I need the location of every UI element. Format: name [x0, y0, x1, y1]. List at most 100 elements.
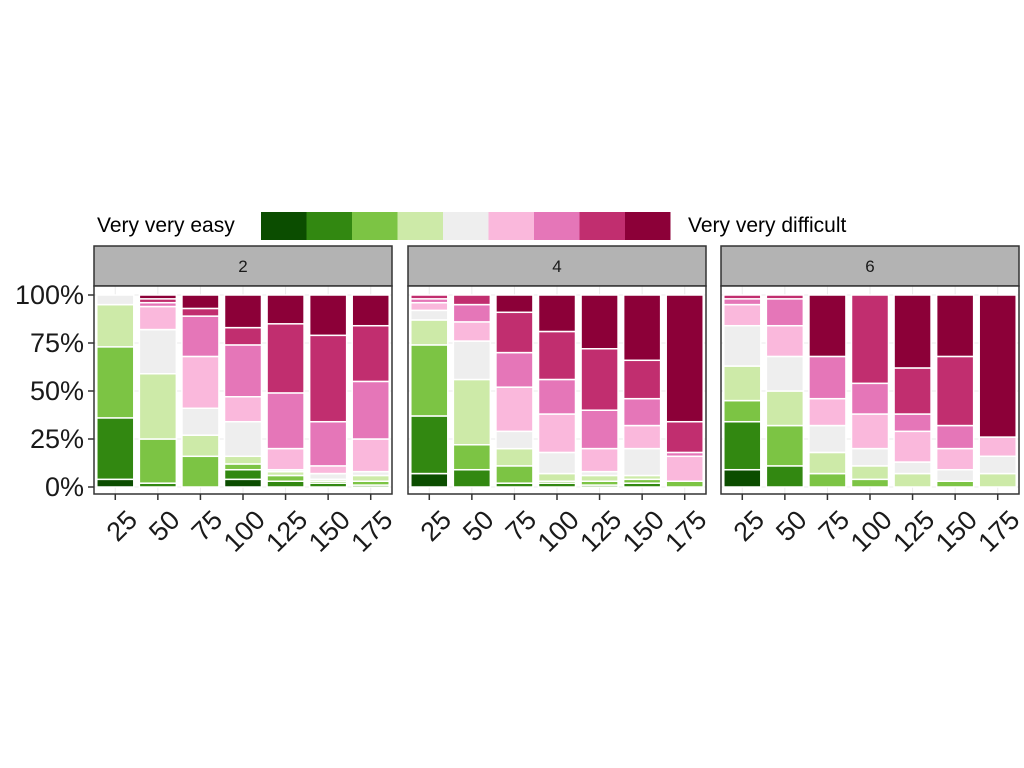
bar-segment	[765, 424, 805, 467]
bar-segment	[978, 294, 1017, 438]
bar-segment	[96, 303, 135, 348]
bar-segment	[495, 294, 534, 314]
bar-segment	[765, 294, 805, 300]
bar-segment	[723, 303, 762, 327]
bar-segment	[138, 294, 178, 300]
legend-swatch-6	[488, 212, 534, 240]
bar-segment	[223, 396, 263, 423]
bar-segment	[223, 344, 263, 398]
panel-strip	[93, 245, 393, 287]
bar-segment	[622, 424, 662, 450]
x-tick-label: 175	[345, 505, 398, 558]
bar-segment	[808, 294, 847, 358]
x-tick-label: 125	[260, 505, 313, 558]
bar-125	[893, 294, 932, 488]
panel-strip-label: 4	[552, 257, 561, 276]
bar-segment	[978, 472, 1017, 488]
y-tick-label: 100%	[15, 280, 84, 310]
bar-segment	[266, 323, 305, 394]
bar-100	[850, 294, 890, 488]
x-tick-label: 175	[972, 505, 1024, 558]
bar-segment	[410, 301, 449, 312]
bar-segment	[266, 392, 305, 450]
bar-75	[495, 294, 534, 488]
bar-segment	[580, 409, 619, 450]
legend-swatch-3	[352, 212, 398, 240]
legend: Very very easy Very very difficult	[97, 212, 847, 240]
bar-50	[138, 294, 178, 488]
x-tick-label: 25	[415, 505, 457, 547]
bar-segment	[351, 380, 390, 440]
bar-25	[96, 294, 135, 488]
bar-segment	[622, 447, 662, 477]
x-tick-label: 50	[770, 505, 812, 547]
bar-75	[808, 294, 847, 488]
bar-segment	[138, 305, 178, 331]
y-tick-label: 25%	[30, 424, 84, 454]
bar-segment	[978, 455, 1017, 475]
bar-segment	[622, 294, 662, 362]
legend-swatch-2	[306, 212, 352, 240]
x-tick-label: 150	[303, 505, 356, 558]
bar-segment	[181, 355, 220, 410]
bar-segment	[410, 415, 449, 475]
legend-swatch-9	[625, 212, 671, 240]
bar-segment	[580, 348, 619, 411]
bar-segment	[935, 447, 975, 471]
bar-segment	[495, 311, 534, 354]
bar-segment	[495, 351, 534, 388]
legend-swatch-5	[443, 212, 489, 240]
bar-segment	[410, 344, 449, 417]
bar-segment	[765, 355, 805, 392]
bar-segment	[96, 478, 135, 488]
x-tick-label: 125	[574, 505, 627, 558]
bar-segment	[723, 399, 762, 423]
bar-segment	[266, 474, 305, 482]
bar-segment	[723, 294, 762, 300]
bar-segment	[665, 420, 704, 454]
bar-segment	[223, 326, 263, 346]
panel-strip-label: 2	[238, 257, 247, 276]
bar-175	[978, 294, 1017, 488]
panel-strip-label: 6	[865, 257, 874, 276]
bar-segment	[665, 455, 704, 482]
bar-segment	[452, 340, 492, 381]
bar-segment	[723, 298, 762, 306]
x-tick-label: 25	[101, 505, 143, 547]
bar-segment	[935, 468, 975, 482]
x-tick-label: 125	[887, 505, 940, 558]
bar-segment	[351, 438, 390, 473]
x-tick-label: 150	[617, 505, 670, 558]
y-tick-label: 0%	[45, 472, 84, 502]
bar-segment	[223, 478, 263, 488]
x-tick-label: 25	[728, 505, 770, 547]
y-tick-label: 75%	[30, 328, 84, 358]
bar-segment	[808, 424, 847, 454]
x-tick-label: 50	[457, 505, 499, 547]
bar-175	[351, 294, 390, 488]
bar-segment	[537, 451, 577, 475]
bar-25	[723, 294, 762, 488]
x-tick-label: 50	[143, 505, 185, 547]
bar-segment	[495, 430, 534, 450]
bar-segment	[351, 474, 390, 482]
bar-segment	[351, 324, 390, 383]
bar-segment	[850, 382, 890, 415]
bar-100	[537, 294, 577, 488]
bar-segment	[622, 359, 662, 400]
bar-50	[765, 294, 805, 488]
bar-150	[308, 294, 348, 488]
bar-segment	[452, 444, 492, 471]
panel-strip	[407, 245, 707, 287]
bar-segment	[410, 472, 449, 488]
legend-high-label: Very very difficult	[688, 214, 847, 237]
bar-segment	[181, 434, 220, 458]
bar-segment	[893, 413, 932, 433]
bar-segment	[723, 420, 762, 471]
bar-segment	[622, 397, 662, 427]
bar-segment	[181, 315, 220, 358]
bar-segment	[935, 480, 975, 488]
